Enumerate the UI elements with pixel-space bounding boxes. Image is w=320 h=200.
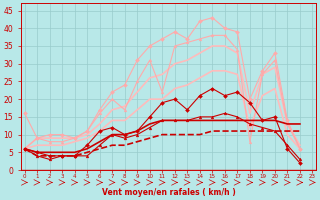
X-axis label: Vent moyen/en rafales ( km/h ): Vent moyen/en rafales ( km/h ) xyxy=(102,188,236,197)
